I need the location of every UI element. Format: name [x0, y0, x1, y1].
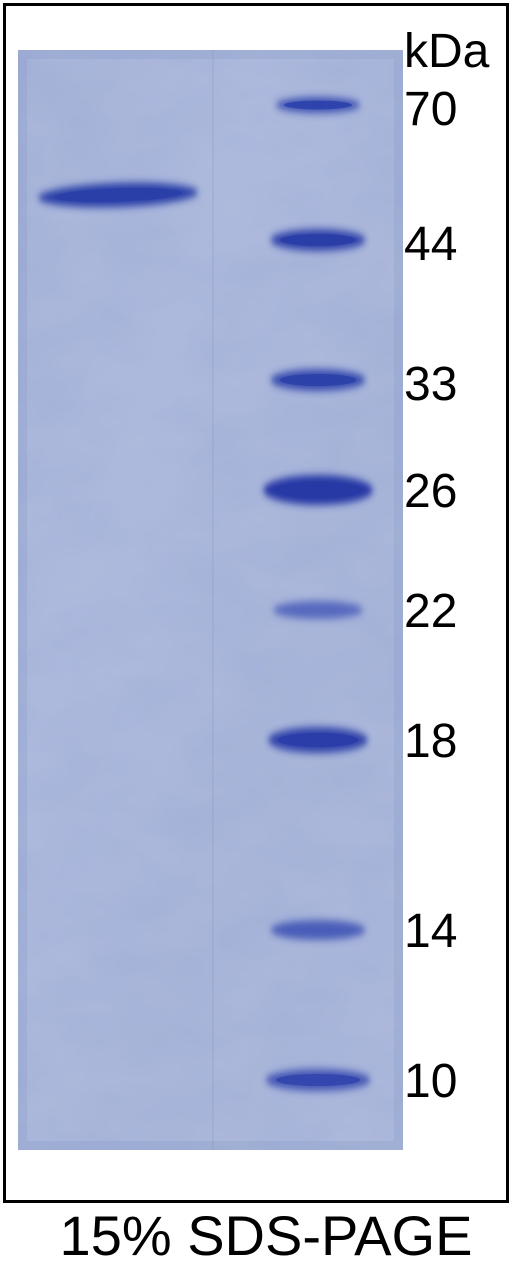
ladder-label: 22 [404, 584, 457, 639]
ladder-labels-column: kDa7044332622181410 [404, 50, 504, 1150]
ladder-label: 10 [404, 1054, 457, 1109]
ladder-label: 26 [404, 464, 457, 519]
gel-caption: 15% SDS-PAGE [0, 1203, 532, 1268]
ladder-label: 18 [404, 714, 457, 769]
ladder-label: kDa [404, 24, 489, 79]
gel-svg [18, 50, 403, 1150]
gel-image [18, 50, 403, 1150]
ladder-label: 70 [404, 82, 457, 137]
ladder-label: 44 [404, 217, 457, 272]
ladder-label: 33 [404, 357, 457, 412]
ladder-label: 14 [404, 904, 457, 959]
